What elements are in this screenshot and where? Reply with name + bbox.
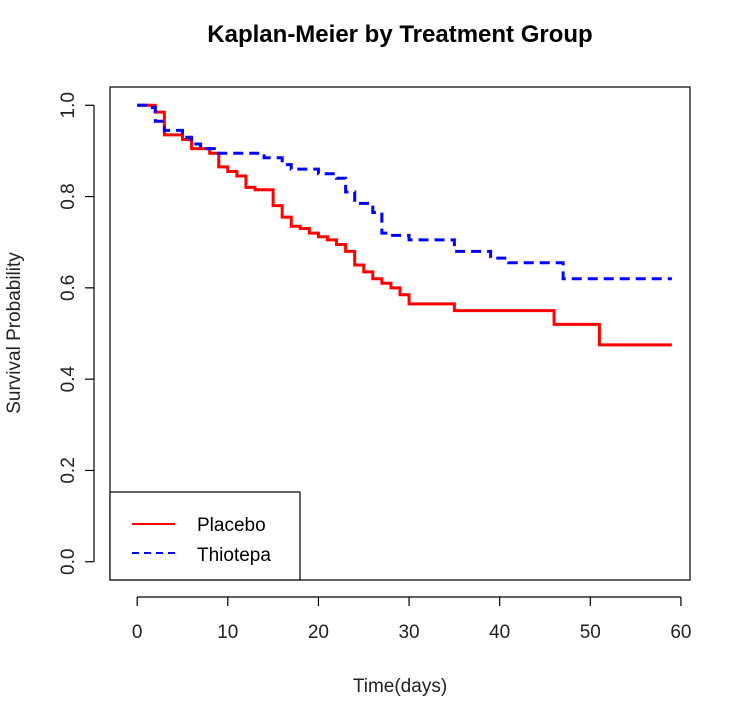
y-tick-label: 1.0 bbox=[58, 92, 79, 118]
x-tick-label: 40 bbox=[489, 622, 510, 643]
plot-frame bbox=[109, 86, 691, 581]
chart-title: Kaplan-Meier by Treatment Group bbox=[207, 21, 592, 48]
y-axis-label: Survival Probability bbox=[4, 252, 25, 414]
legend-label-thiotepa: Thiotepa bbox=[197, 545, 271, 566]
x-tick-label: 50 bbox=[580, 622, 601, 643]
y-tick-label: 0.2 bbox=[58, 457, 79, 483]
y-tick-label: 0.6 bbox=[58, 275, 79, 301]
series-layer bbox=[137, 103, 672, 347]
x-axis: 0 10 20 30 40 50 60 bbox=[132, 596, 692, 643]
legend: Placebo Thiotepa bbox=[109, 491, 301, 581]
y-tick-label: 0.4 bbox=[58, 366, 79, 393]
x-tick-label: 20 bbox=[308, 622, 329, 643]
x-axis-label: Time(days) bbox=[353, 676, 447, 697]
series-line-thiotepa bbox=[137, 103, 672, 281]
series-line-placebo bbox=[137, 103, 672, 347]
x-tick-label: 60 bbox=[670, 622, 691, 643]
x-tick-label: 30 bbox=[398, 622, 419, 643]
x-tick-label: 10 bbox=[217, 622, 238, 643]
x-tick-label: 0 bbox=[132, 622, 143, 643]
y-axis: 0.0 0.2 0.4 0.6 0.8 1.0 bbox=[58, 92, 95, 575]
y-tick-label: 0.8 bbox=[58, 183, 79, 209]
legend-label-placebo: Placebo bbox=[197, 515, 266, 536]
legend-box bbox=[109, 491, 301, 581]
y-tick-label: 0.0 bbox=[58, 549, 79, 575]
